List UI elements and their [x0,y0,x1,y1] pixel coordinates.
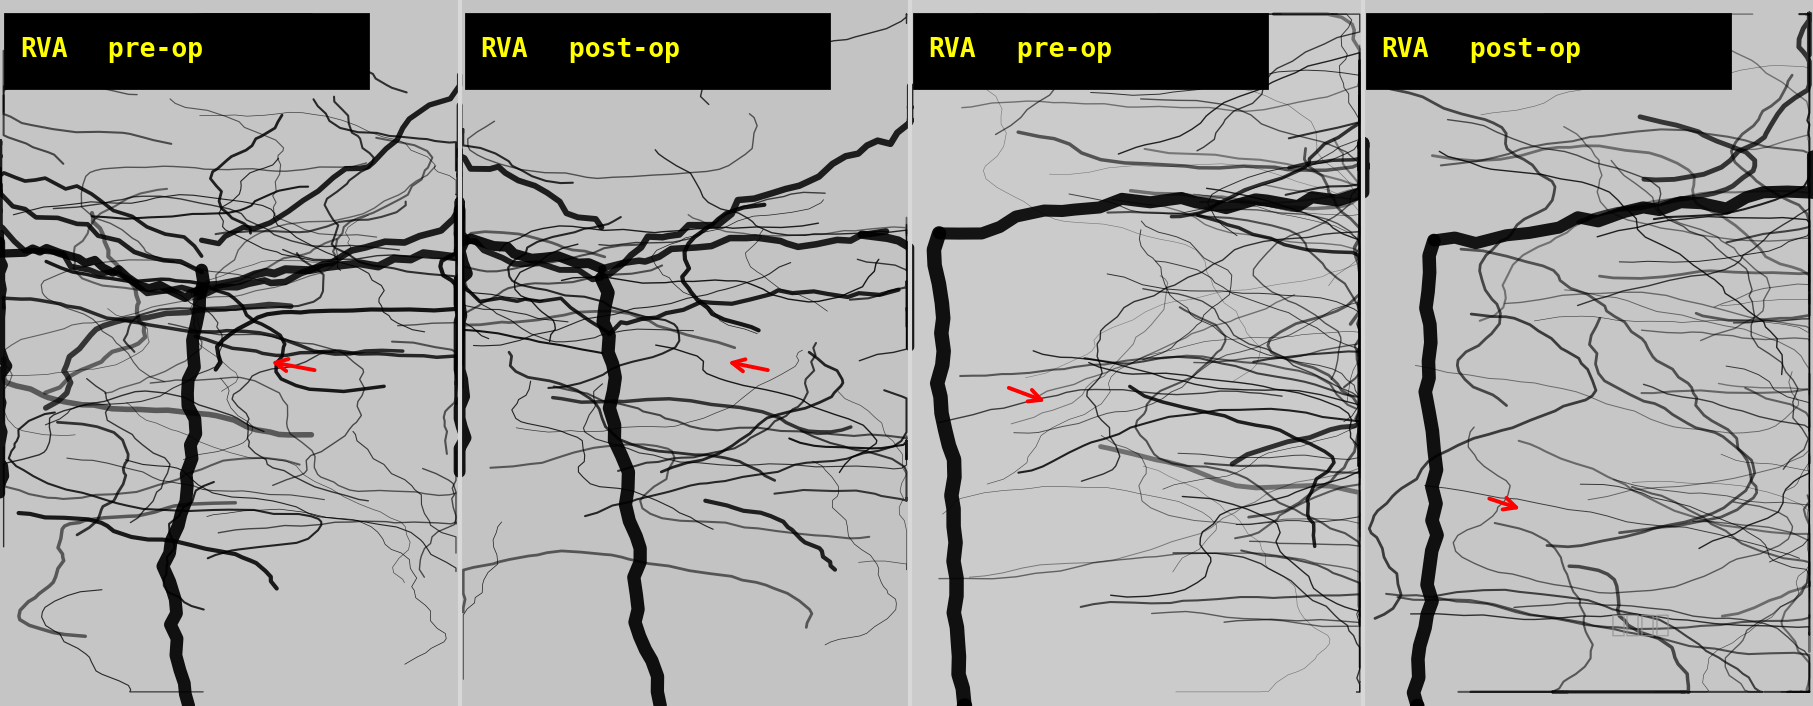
Text: post-op: post-op [553,37,680,63]
Text: RVA: RVA [20,37,67,63]
Bar [1363,0,1813,706]
Bar [914,14,1267,88]
Text: RVA: RVA [928,37,975,63]
Bar [5,14,368,88]
Text: RVA: RVA [1382,37,1429,63]
Text: pre-op: pre-op [1001,37,1111,63]
Bar [461,0,910,706]
Text: 浦江专栏: 浦江专栏 [1610,613,1672,637]
Bar [466,14,829,88]
Bar [1367,14,1730,88]
Bar [0,0,461,706]
Bar [910,0,1363,706]
Text: RVA: RVA [480,37,528,63]
Text: pre-op: pre-op [92,37,203,63]
Text: post-op: post-op [1454,37,1581,63]
